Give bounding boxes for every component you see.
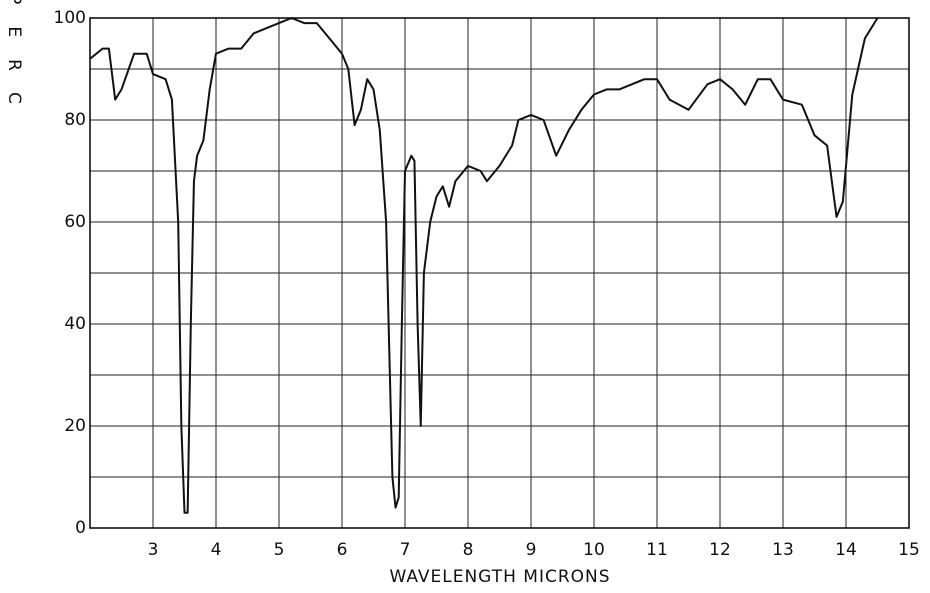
y-tick-label: 40 (64, 314, 86, 334)
x-tick-label: 9 (526, 540, 537, 560)
y-tick-label: 100 (54, 8, 86, 28)
x-tick-label: 8 (463, 540, 474, 560)
x-tick-label: 11 (646, 540, 668, 560)
y-tick-label: 20 (64, 416, 86, 436)
x-tick-label: 12 (709, 540, 731, 560)
x-tick-label: 4 (211, 540, 222, 560)
x-tick-label: 7 (400, 540, 411, 560)
y-axis-label: PERC (4, 0, 24, 126)
x-tick-label: 14 (835, 540, 857, 560)
y-tick-label: 60 (64, 212, 86, 232)
x-tick-label: 13 (772, 540, 794, 560)
spectrum-line (89, 17, 879, 514)
y-tick-label: 0 (75, 518, 86, 538)
x-axis-label: WAVELENGTH MICRONS (389, 567, 610, 587)
x-tick-label: 10 (583, 540, 605, 560)
y-tick-label: 80 (64, 110, 86, 130)
plot-frame (89, 17, 910, 529)
x-tick-label: 6 (337, 540, 348, 560)
x-tick-label: 15 (898, 540, 920, 560)
x-tick-label: 3 (148, 540, 159, 560)
x-tick-label: 5 (274, 540, 285, 560)
